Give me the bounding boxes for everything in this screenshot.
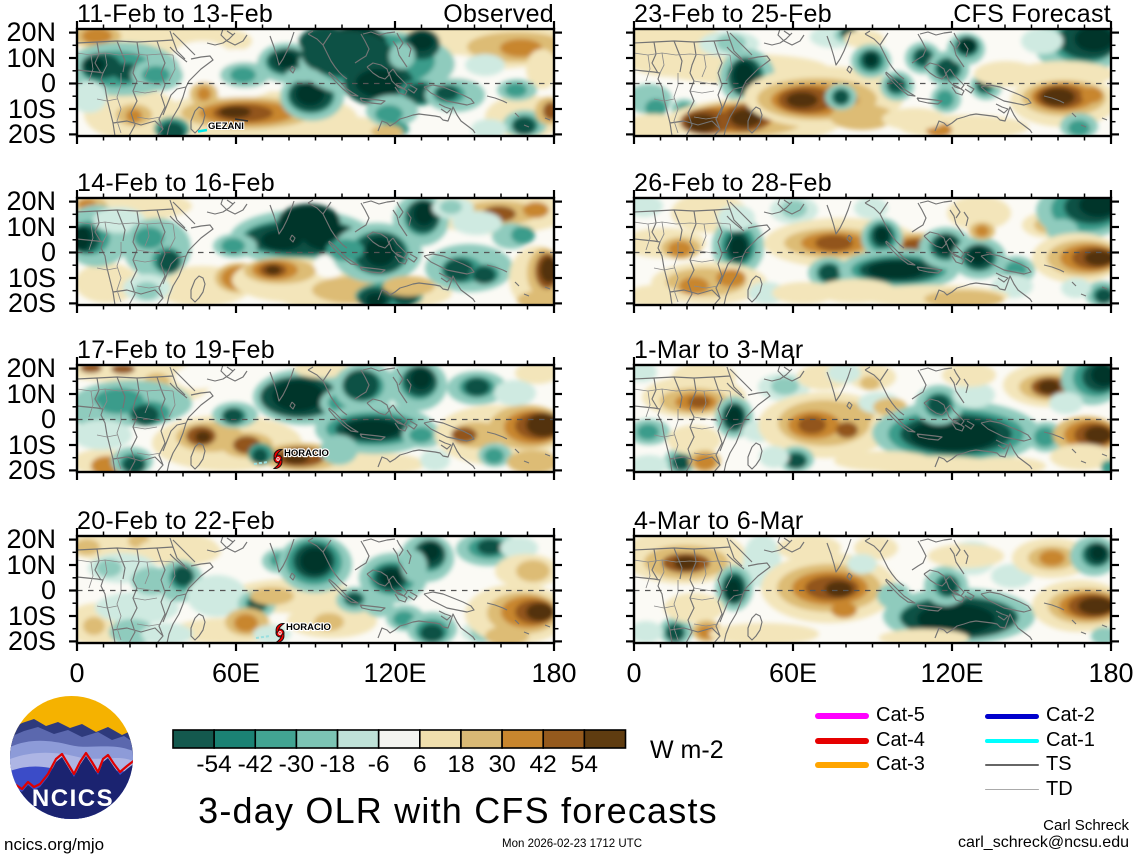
svg-text:NCICS: NCICS xyxy=(32,785,114,812)
svg-text:GEZANI: GEZANI xyxy=(208,121,244,132)
svg-text:H: H xyxy=(276,457,279,462)
svg-text:HORACIO: HORACIO xyxy=(286,622,331,633)
svg-text:H: H xyxy=(278,631,281,636)
svg-text:HORACIO: HORACIO xyxy=(284,448,329,459)
